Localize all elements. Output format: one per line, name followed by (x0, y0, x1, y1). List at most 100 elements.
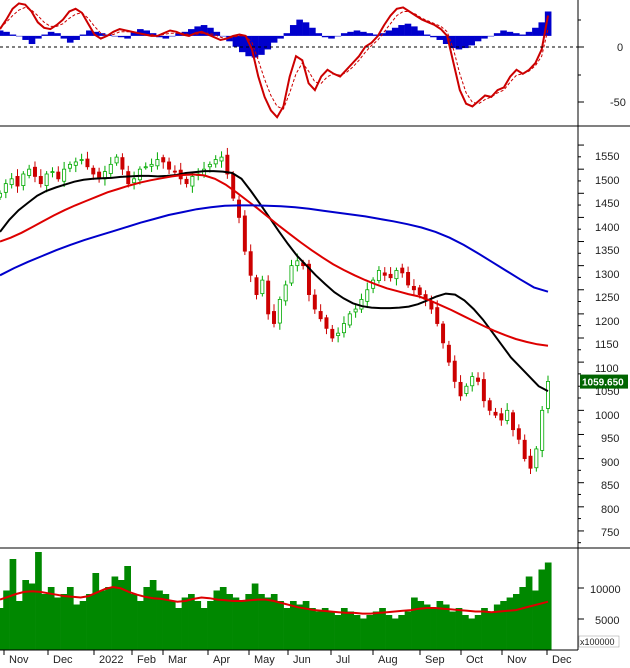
volume-unit-label: x100000 (580, 637, 615, 647)
histogram-bar (360, 31, 367, 36)
histogram-bar (277, 35, 284, 39)
histogram-bar (302, 22, 310, 36)
volume-bar (474, 615, 482, 650)
candle-body (15, 176, 20, 187)
candle-body (324, 317, 329, 329)
histogram-bar (79, 34, 87, 36)
volume-panel: 10000 5000 x100000 (0, 548, 621, 650)
volume-bar (238, 601, 246, 650)
candle-body (534, 448, 539, 469)
volume-bar (436, 601, 444, 650)
volume-bar (143, 587, 151, 650)
candle-body (511, 412, 516, 431)
candle-body (411, 285, 416, 291)
histogram-bar (0, 30, 4, 36)
price-y-tick-label: 1250 (595, 292, 619, 304)
volume-bar (258, 594, 265, 650)
histogram-bar (481, 35, 488, 39)
price-y-ticks: 1550 1500 1450 1400 1350 1300 1250 1200 … (595, 151, 619, 539)
moving-average-line (0, 170, 549, 392)
histogram-bar (442, 35, 450, 45)
histogram-bar (232, 35, 240, 47)
price-y-tick-label: 750 (601, 527, 619, 539)
volume-bar (117, 580, 125, 650)
candle-body (62, 168, 67, 182)
histogram-bar (296, 19, 303, 36)
volume-bar (366, 615, 374, 650)
candle-body (353, 308, 358, 313)
volume-bar (340, 608, 348, 650)
volume-bar (430, 608, 437, 650)
candle-body (172, 170, 177, 173)
candle-body (516, 428, 521, 440)
x-tick-label: Jun (293, 654, 311, 666)
candle-body (505, 409, 510, 421)
candle-body (481, 379, 486, 402)
volume-bar (28, 583, 36, 650)
histogram-bar (462, 35, 469, 49)
volume-bar (124, 566, 131, 650)
volume-bar (105, 587, 112, 650)
histogram-bar (41, 34, 49, 36)
volume-bar (219, 587, 227, 650)
histogram-bar (22, 35, 29, 40)
candle-body (38, 176, 43, 185)
histogram-bar (423, 34, 431, 36)
candle-body (137, 168, 142, 181)
volume-bar (22, 580, 30, 650)
histogram-bar (532, 27, 539, 36)
oscillator-panel: 0 -50 (0, 0, 626, 126)
price-y-tick-label: 1150 (595, 339, 619, 351)
candle-body (56, 171, 61, 180)
histogram-bar (455, 35, 463, 50)
histogram-bar (506, 31, 514, 36)
volume-bar (493, 604, 501, 650)
price-y-tick-label: 1450 (595, 198, 619, 210)
x-tick-label: Dec (552, 654, 572, 666)
volume-bar (41, 594, 49, 650)
volume-bar (423, 604, 431, 650)
histogram-bar (417, 30, 425, 36)
price-y-tick-label: 850 (601, 480, 619, 492)
volume-bar (296, 604, 304, 650)
candle-body (79, 159, 84, 161)
histogram-bar (366, 33, 374, 36)
candle-body (248, 251, 253, 276)
volume-bar (328, 611, 335, 650)
candle-body (540, 409, 545, 451)
volume-bar (3, 590, 10, 650)
x-tick-label: Mar (168, 654, 187, 666)
volume-bar (353, 615, 361, 650)
volume-bar (277, 601, 284, 650)
volume-bar (264, 597, 272, 650)
histogram-bar (28, 35, 36, 45)
candle-body (446, 344, 451, 363)
moving-average-line (0, 173, 549, 347)
volume-bar (226, 594, 233, 650)
histogram-bar (3, 31, 10, 36)
histogram-bar (226, 35, 233, 42)
histogram-bar (245, 35, 252, 57)
candle-body (359, 299, 364, 310)
candle-body (132, 178, 137, 184)
candle-body (458, 381, 463, 397)
histogram-bar (124, 35, 131, 39)
histogram-bar (525, 31, 533, 36)
x-tick-label: Apr (213, 654, 230, 666)
volume-bar (35, 552, 42, 650)
histogram-bar (270, 35, 278, 43)
candle-body (277, 299, 282, 324)
histogram-bar (98, 33, 106, 36)
candle-body (295, 260, 300, 267)
candle-body (546, 381, 550, 409)
histogram-bar (9, 34, 17, 36)
histogram-bar (258, 35, 265, 55)
volume-bar (411, 597, 418, 650)
candle-body (283, 284, 288, 302)
candle-body (21, 173, 26, 186)
candle-body (213, 159, 218, 165)
histogram-bar (54, 33, 61, 36)
volume-bar (207, 601, 214, 650)
candle-body (219, 156, 224, 162)
